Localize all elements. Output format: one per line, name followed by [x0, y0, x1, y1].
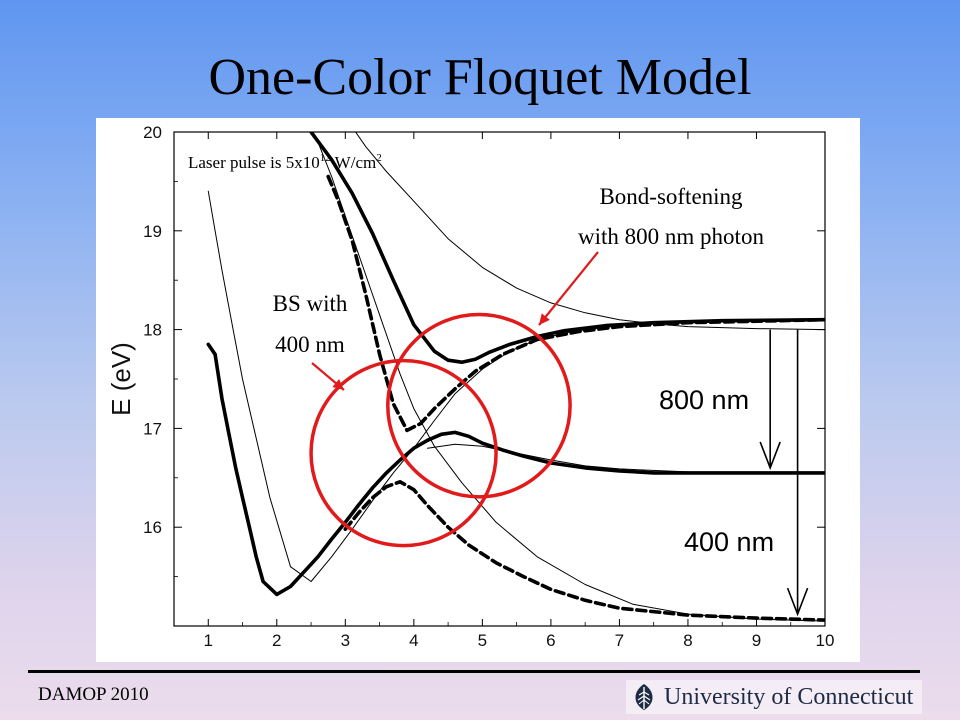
bond-label-line1: Bond-softening [599, 184, 743, 209]
x-tick-label: 8 [683, 631, 692, 650]
label-800nm: 800 nm [659, 385, 749, 415]
university-logo: University of Connecticut [626, 680, 922, 714]
laser-superscript: 12 [320, 152, 331, 164]
footer-conference: DAMOP 2010 [38, 684, 149, 706]
laser-annotation: Laser pulse is 5x1012 W/cm2 [188, 152, 382, 172]
y-tick-label: 20 [143, 123, 162, 142]
oak-leaf-icon [630, 682, 658, 712]
bond-label-line2: with 800 nm photon [578, 224, 764, 249]
x-tick-label: 7 [615, 631, 624, 650]
x-tick-label: 10 [816, 631, 835, 650]
y-axis-label: E (eV) [106, 342, 136, 416]
y-tick-label: 18 [143, 321, 162, 340]
laser-text: W/cm [331, 153, 376, 172]
y-tick-label: 16 [143, 518, 162, 537]
laser-superscript: 2 [376, 152, 382, 164]
laser-text: Laser pulse is 5x10 [188, 153, 320, 172]
x-tick-label: 6 [546, 631, 555, 650]
x-tick-label: 5 [478, 631, 487, 650]
x-tick-label: 3 [341, 631, 350, 650]
x-tick-label: 9 [752, 631, 761, 650]
y-tick-label: 17 [143, 419, 162, 438]
highlight-circle-2 [388, 315, 570, 497]
y-tick-label: 19 [143, 222, 162, 241]
x-tick-label: 2 [272, 631, 281, 650]
bs-label-line1: BS with [273, 291, 348, 316]
series-line-8-thin-solid [428, 444, 826, 473]
bs-label-line2: 400 nm [275, 332, 345, 357]
footer-divider [28, 670, 920, 673]
chart-panel: 1 2 3 4 5 6 7 8 9 10 16 17 18 19 20 E (eV) Laser pulse i… [96, 118, 860, 662]
x-tick-label: 4 [409, 631, 418, 650]
university-name: University of Connecticut [664, 684, 913, 711]
slide-title: One-Color Floquet Model [0, 52, 960, 104]
label-400nm: 400 nm [684, 527, 774, 557]
x-tick-label: 1 [204, 631, 213, 650]
